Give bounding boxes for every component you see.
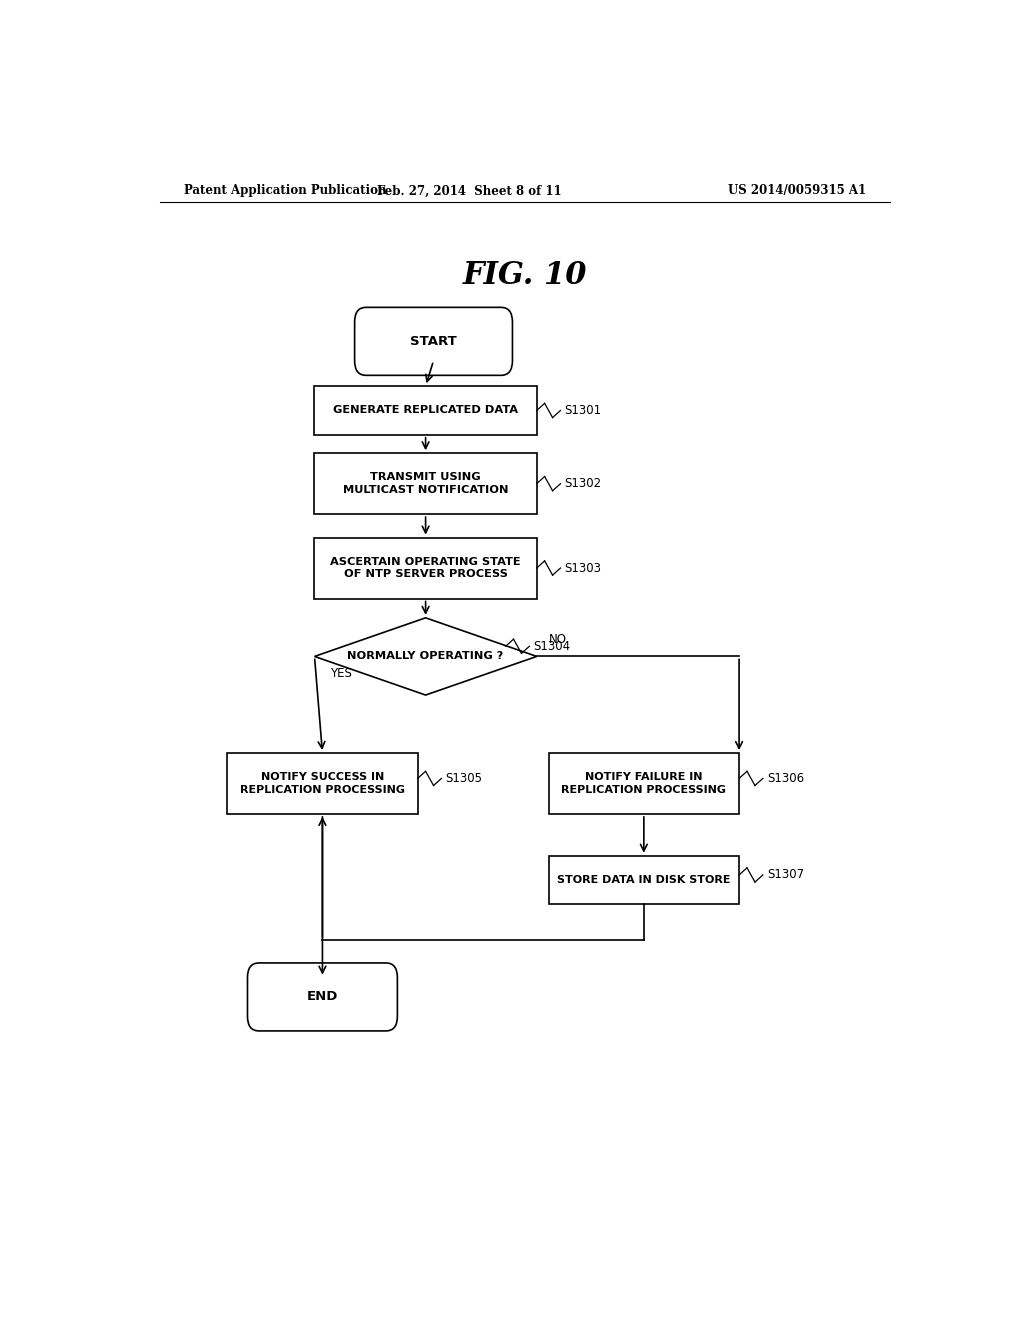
Text: YES: YES [331, 667, 352, 680]
Text: S1302: S1302 [564, 477, 602, 490]
Text: S1306: S1306 [767, 772, 804, 785]
Text: Feb. 27, 2014  Sheet 8 of 11: Feb. 27, 2014 Sheet 8 of 11 [377, 185, 561, 198]
Text: S1307: S1307 [767, 869, 804, 882]
Text: S1301: S1301 [564, 404, 602, 417]
Polygon shape [314, 618, 537, 696]
Text: FIG. 10: FIG. 10 [463, 260, 587, 290]
Text: START: START [411, 335, 457, 348]
Text: S1304: S1304 [534, 640, 570, 653]
Text: NO: NO [549, 634, 566, 647]
Text: S1305: S1305 [445, 772, 482, 785]
Text: NORMALLY OPERATING ?: NORMALLY OPERATING ? [347, 652, 504, 661]
Bar [314, 537, 537, 598]
Text: NOTIFY FAILURE IN
REPLICATION PROCESSING: NOTIFY FAILURE IN REPLICATION PROCESSING [561, 772, 726, 795]
Text: NOTIFY SUCCESS IN
REPLICATION PROCESSING: NOTIFY SUCCESS IN REPLICATION PROCESSING [240, 772, 404, 795]
Text: ASCERTAIN OPERATING STATE
OF NTP SERVER PROCESS: ASCERTAIN OPERATING STATE OF NTP SERVER … [331, 557, 521, 579]
Text: GENERATE REPLICATED DATA: GENERATE REPLICATED DATA [333, 405, 518, 416]
FancyBboxPatch shape [354, 308, 512, 375]
Text: S1303: S1303 [564, 561, 601, 574]
Bar [314, 385, 537, 434]
Bar [314, 453, 537, 515]
Text: TRANSMIT USING
MULTICAST NOTIFICATION: TRANSMIT USING MULTICAST NOTIFICATION [343, 473, 508, 495]
Text: END: END [307, 990, 338, 1003]
Bar [227, 752, 418, 814]
Text: STORE DATA IN DISK STORE: STORE DATA IN DISK STORE [557, 875, 730, 884]
FancyBboxPatch shape [248, 964, 397, 1031]
Text: US 2014/0059315 A1: US 2014/0059315 A1 [728, 185, 866, 198]
Bar [549, 855, 739, 904]
Text: Patent Application Publication: Patent Application Publication [183, 185, 386, 198]
Bar [549, 752, 739, 814]
